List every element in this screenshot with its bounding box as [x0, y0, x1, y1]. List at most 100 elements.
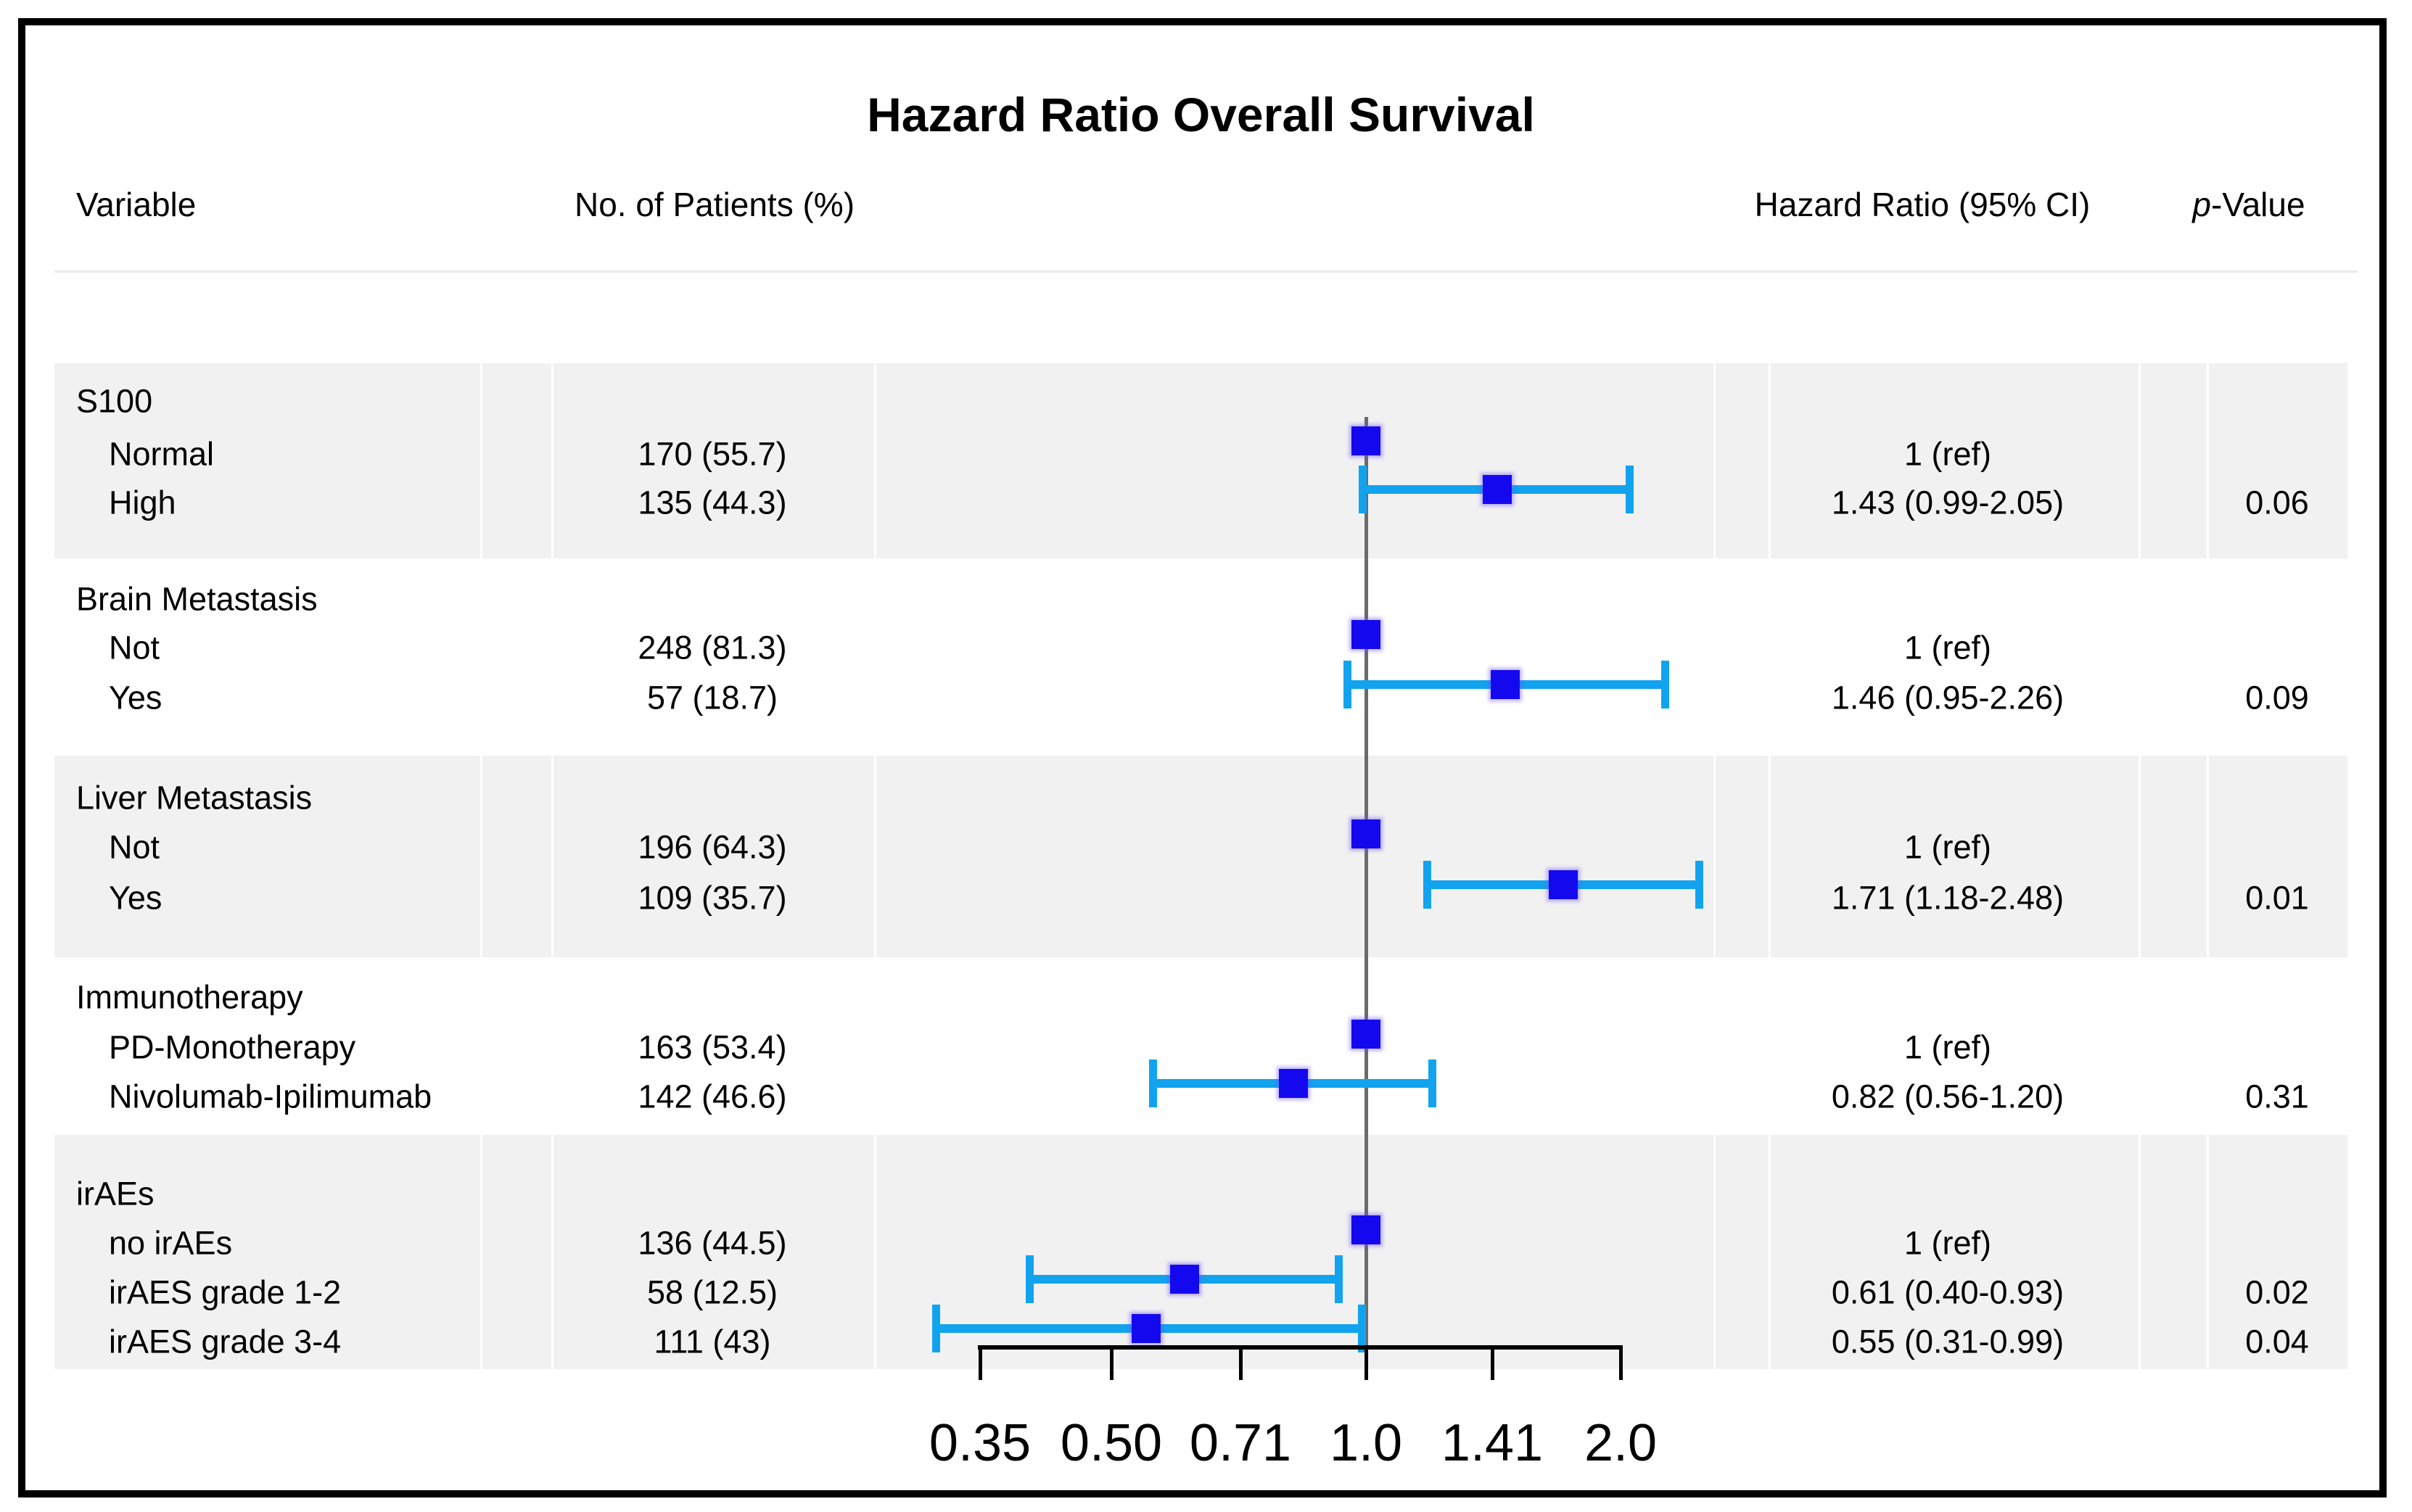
row-label: Nivolumab-Ipilimumab — [109, 1078, 432, 1115]
hr-marker — [1491, 670, 1520, 699]
band-column-gutter — [1713, 363, 1716, 558]
group-band — [54, 363, 2347, 558]
x-axis-tick-label: 0.50 — [1060, 1414, 1163, 1472]
band-column-gutter — [874, 756, 876, 957]
ci-cap-left — [1026, 1255, 1034, 1303]
ci-cap-left — [1343, 661, 1351, 709]
p-value: 0.31 — [2245, 1078, 2309, 1115]
hr-marker — [1483, 475, 1512, 504]
ci-cap-left — [1149, 1059, 1157, 1107]
column-header-hazard-ratio: Hazard Ratio (95% CI) — [1754, 186, 2091, 223]
x-axis-tick-label: 2.0 — [1584, 1414, 1658, 1472]
hr-ci-value: 1 (ref) — [1903, 435, 1992, 473]
band-column-gutter — [551, 1135, 553, 1369]
reference-square — [1351, 819, 1380, 848]
ci-cap-right — [1335, 1255, 1343, 1303]
reference-square — [1351, 1215, 1380, 1244]
row-label: Not — [109, 629, 160, 666]
row-label: Yes — [109, 879, 162, 917]
row-label: no irAEs — [109, 1224, 233, 1262]
p-value: 0.06 — [2245, 484, 2309, 521]
hr-ci-value: 0.61 (0.40-0.93) — [1831, 1273, 2065, 1311]
patients-value: 248 (81.3) — [638, 629, 787, 666]
band-column-gutter — [2139, 363, 2141, 558]
hr-marker — [1170, 1265, 1199, 1294]
x-axis-line — [978, 1345, 1623, 1350]
x-axis-tick — [1110, 1345, 1114, 1380]
column-header-variable: Variable — [76, 186, 197, 223]
ci-cap-left — [932, 1305, 940, 1352]
band-column-gutter — [2139, 756, 2141, 957]
band-column-gutter — [1769, 363, 1771, 558]
x-axis-tick — [1365, 1345, 1368, 1380]
reference-line — [1365, 417, 1368, 1347]
band-column-gutter — [2139, 1135, 2141, 1369]
x-axis-tick-label: 0.35 — [929, 1414, 1032, 1472]
patients-value: 58 (12.5) — [646, 1273, 778, 1311]
band-column-gutter — [2207, 363, 2209, 558]
group-band — [54, 756, 2347, 957]
reference-square — [1351, 1020, 1380, 1049]
patients-value: 163 (53.4) — [638, 1028, 787, 1066]
ci-cap-right — [1626, 466, 1634, 513]
x-axis-tick — [1619, 1345, 1623, 1380]
hr-ci-value: 0.82 (0.56-1.20) — [1831, 1078, 2065, 1115]
band-column-gutter — [2207, 1135, 2209, 1369]
row-label: High — [109, 484, 176, 521]
band-column-gutter — [2207, 756, 2209, 957]
band-column-gutter — [551, 756, 553, 957]
band-column-gutter — [480, 756, 482, 957]
x-axis-tick — [1239, 1345, 1243, 1380]
ci-cap-right — [1428, 1059, 1436, 1107]
ci-cap-right — [1661, 661, 1669, 709]
band-column-gutter — [1769, 1135, 1771, 1369]
x-axis-tick-label: 1.0 — [1329, 1414, 1403, 1472]
p-value: 0.01 — [2245, 879, 2309, 917]
hr-marker — [1549, 870, 1578, 899]
group-label: Immunotherapy — [76, 978, 303, 1016]
ci-cap-left — [1359, 466, 1367, 513]
group-label: Liver Metastasis — [76, 779, 313, 817]
ci-cap-left — [1423, 861, 1431, 909]
band-column-gutter — [480, 363, 482, 558]
x-axis-tick — [1491, 1345, 1494, 1380]
patients-value: 109 (35.7) — [638, 879, 787, 917]
row-label: Normal — [109, 435, 215, 473]
x-axis-tick-label: 1.41 — [1441, 1414, 1544, 1472]
band-column-gutter — [874, 363, 876, 558]
patients-value: 57 (18.7) — [646, 679, 778, 716]
chart-title: Hazard Ratio Overall Survival — [867, 88, 1535, 141]
band-column-gutter — [551, 363, 553, 558]
patients-value: 170 (55.7) — [638, 435, 787, 473]
p-value: 0.04 — [2245, 1323, 2309, 1360]
band-column-gutter — [874, 1135, 876, 1369]
band-column-gutter — [1713, 756, 1716, 957]
row-label: Not — [109, 828, 160, 866]
p-value: 0.02 — [2245, 1273, 2309, 1311]
x-axis-tick-label: 0.71 — [1189, 1414, 1292, 1472]
hr-ci-value: 1 (ref) — [1903, 828, 1992, 866]
hr-ci-value: 1 (ref) — [1903, 1028, 1992, 1066]
hr-marker — [1132, 1314, 1161, 1343]
hr-ci-value: 1.71 (1.18-2.48) — [1831, 879, 2065, 917]
reference-square — [1351, 620, 1380, 649]
band-column-gutter — [480, 1135, 482, 1369]
hr-ci-value: 1.43 (0.99-2.05) — [1831, 484, 2065, 521]
p-value-rest: -Value — [2211, 186, 2305, 223]
figure-border — [18, 18, 2387, 1497]
band-column-gutter — [1769, 756, 1771, 957]
hr-marker — [1279, 1069, 1308, 1098]
hr-ci-value: 0.55 (0.31-0.99) — [1831, 1323, 2065, 1360]
ci-cap-right — [1695, 861, 1703, 909]
hr-ci-value: 1 (ref) — [1903, 1224, 1992, 1262]
x-axis-tick — [979, 1345, 982, 1380]
header-divider-rule — [54, 270, 2358, 273]
group-label: irAEs — [76, 1175, 155, 1213]
p-value: 0.09 — [2245, 679, 2309, 716]
row-label: irAES grade 1-2 — [109, 1273, 342, 1311]
ci-cap-right — [1358, 1305, 1366, 1352]
column-header-p-value: p-Value — [2192, 188, 2305, 221]
reference-square — [1351, 426, 1380, 455]
hr-ci-value: 1.46 (0.95-2.26) — [1831, 679, 2065, 716]
group-label: Brain Metastasis — [76, 580, 318, 618]
